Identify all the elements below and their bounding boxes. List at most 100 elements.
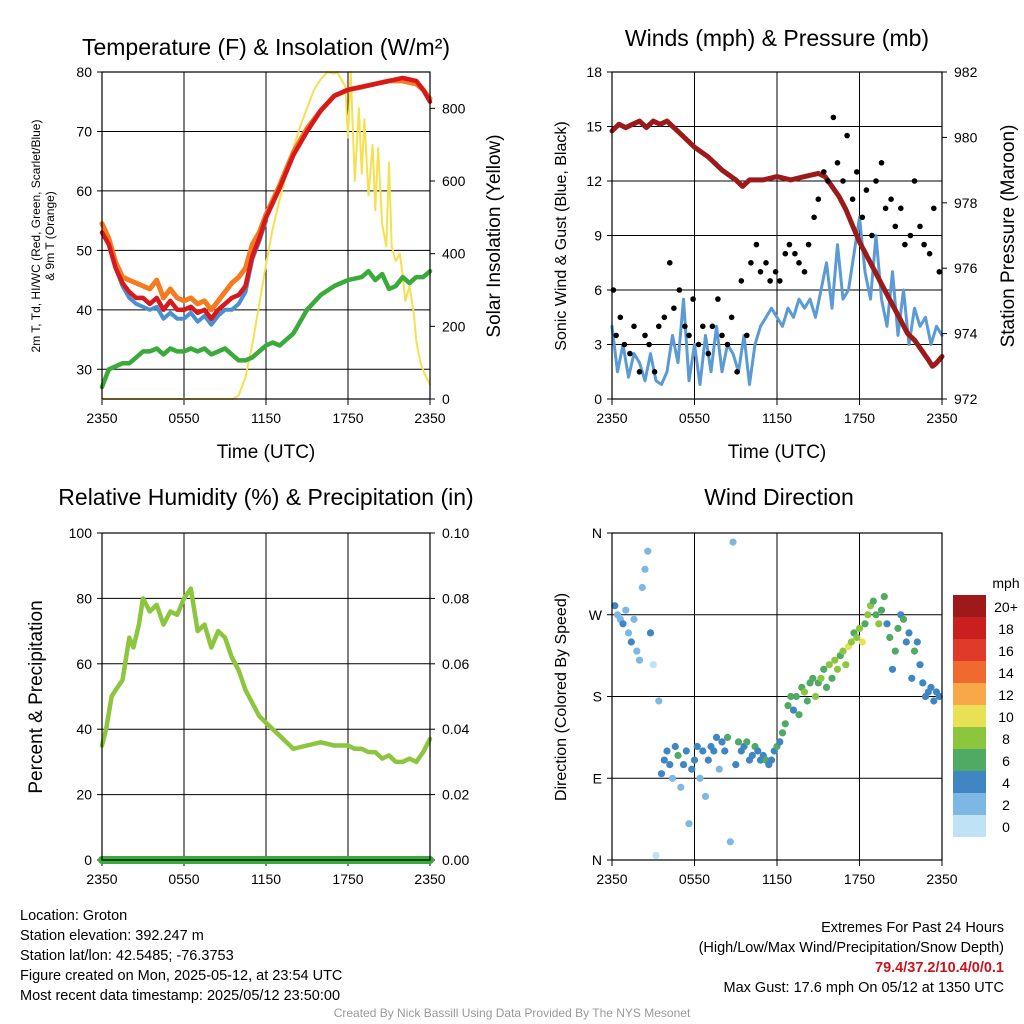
winds-gust-point: [840, 178, 846, 184]
temperature-ylabel-right: Solar Insolation (Yellow): [484, 134, 505, 337]
colorbar-swatch: [953, 683, 986, 705]
winds-gust-point: [671, 305, 677, 312]
humidity-xtick-label: 1750: [332, 871, 363, 887]
direction-point: [663, 747, 671, 755]
humidity-xtick-label: 1150: [251, 871, 281, 887]
colorbar-title: mph: [992, 575, 1019, 591]
direction-point: [883, 620, 891, 628]
direction-point: [685, 820, 693, 828]
winds-gust-point: [728, 314, 735, 321]
winds-gust-point: [782, 250, 789, 257]
direction-xtick-label: 0550: [679, 871, 710, 887]
direction-point: [729, 538, 737, 546]
winds-gust-point: [792, 250, 798, 257]
winds-gust-point: [709, 323, 716, 330]
winds-gust-point: [748, 260, 754, 266]
direction-point: [847, 638, 855, 646]
temperature-xtick-label: 1150: [251, 410, 281, 426]
direction-point: [641, 565, 649, 573]
direction-point: [789, 706, 798, 714]
winds-gust-point: [724, 341, 731, 348]
direction-xtick-label: 1150: [762, 871, 792, 887]
winds-xtick-label: 0550: [679, 410, 710, 426]
direction-point: [690, 756, 699, 764]
winds-ylabel-left: Sonic Wind & Gust (Blue, Black): [553, 121, 570, 350]
winds-ytick-label: 12: [586, 173, 602, 189]
direction-point: [803, 697, 811, 705]
direction-point: [674, 751, 682, 760]
direction-point: [875, 620, 883, 628]
winds-gust-point: [651, 369, 658, 375]
temperature-ytick-right-label: 600: [442, 173, 466, 189]
max-gust-text: Max Gust: 17.6 mph On 05/12 at 1350 UTC: [723, 980, 1004, 996]
winds-gust-point: [617, 314, 624, 321]
direction-point: [699, 747, 707, 755]
direction-xtick-label: 2350: [926, 871, 957, 887]
winds-gust-point: [734, 369, 740, 375]
direction-point: [792, 692, 800, 701]
direction-point: [767, 756, 776, 764]
winds-ytick-right-label: 974: [954, 326, 978, 342]
winds-gust-point: [911, 178, 918, 184]
direction-plot: N E S W N 2350 0550 1150 1750 2350: [589, 525, 958, 887]
direction-point: [671, 742, 679, 751]
humidity-xtick-label: 0550: [168, 871, 199, 887]
direction-point: [710, 747, 718, 755]
humidity-ytick-right-label: 0.08: [442, 590, 469, 606]
winds-gust-point: [936, 269, 943, 275]
direction-point: [864, 611, 872, 619]
extremes-values: 79.4/37.2/10.4/0/0.1: [875, 960, 1004, 976]
humidity-frame: [101, 532, 431, 861]
direction-point: [718, 738, 726, 746]
humidity-series-relative-humidity: [99, 586, 433, 765]
winds-gust-point: [849, 196, 856, 202]
direction-colorbar: mph 20+ 18 16 14 12 10 8 6 4 2 0: [953, 575, 1020, 837]
direction-point: [930, 697, 938, 705]
humidity-ytick-right-label: 0.02: [442, 787, 469, 803]
temperature-ytick-label: 80: [76, 64, 92, 80]
humidity-ytick-right-label: 0.06: [442, 656, 469, 672]
colorbar-swatch: [953, 815, 986, 837]
temperature-ytick-label: 30: [76, 361, 92, 377]
winds-gust-point: [821, 169, 827, 175]
temperature-ytick-right-label: 0: [442, 391, 450, 407]
winds-gust-point: [815, 196, 822, 202]
direction-point: [754, 747, 762, 755]
winds-ytick-right-label: 980: [954, 129, 978, 145]
direction-ytick-label: N: [592, 852, 602, 868]
direction-point: [630, 615, 638, 623]
winds-series-sonic-wind: [610, 215, 944, 386]
direction-point: [726, 838, 734, 846]
direction-point: [872, 611, 880, 619]
humidity-ytick-label: 20: [76, 787, 92, 803]
direction-point: [833, 665, 842, 673]
colorbar-swatch: [953, 639, 986, 661]
winds-gust-point: [667, 260, 673, 266]
direction-xtick-label: 1750: [844, 871, 875, 887]
winds-gust-point: [796, 260, 802, 266]
winds-ytick-label: 9: [594, 228, 602, 244]
humidity-plot: 0 20 40 60 80 100 0.00 0.02 0.04 0.06 0.08 0.10 2350…: [69, 525, 470, 887]
temperature-series-2m-t: [99, 75, 433, 321]
winds-gust-point: [695, 341, 702, 348]
direction-point: [611, 602, 619, 610]
direction-point: [800, 688, 809, 696]
direction-point: [657, 770, 666, 778]
colorbar-label: 20+: [994, 599, 1018, 615]
winds-plot: 0 3 6 9 12 15 18 972 974 976 978 980 982 2350 0550 1150…: [586, 64, 977, 426]
direction-point: [899, 615, 908, 623]
colorbar-label: 4: [1002, 775, 1010, 791]
direction-point: [693, 742, 701, 751]
winds-gust-point: [636, 369, 643, 375]
winds-xtick-label: 1750: [844, 410, 875, 426]
direction-point: [696, 774, 704, 782]
direction-point: [842, 661, 850, 669]
winds-gust-point: [892, 223, 899, 230]
direction-point: [825, 661, 833, 669]
extremes-title: Extremes For Past 24 Hours: [821, 920, 1004, 936]
winds-series-station-pressure: [609, 118, 945, 369]
winds-gust-point: [777, 278, 783, 284]
temperature-ylabel-line: & 9m T (Orange): [43, 191, 57, 281]
temperature-ylabel-line: 2m T, Td, HI/WC (Red, Green, Scarlet/Blu…: [29, 120, 43, 353]
